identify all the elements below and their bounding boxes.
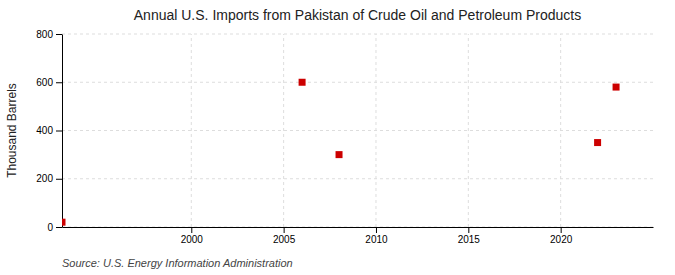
points	[62, 79, 620, 226]
y-grid-line	[62, 178, 653, 179]
x-axis: 2000 2005 2010 2015 2020	[63, 227, 654, 245]
y-tick: 0	[47, 222, 62, 233]
y-tick-label: 600	[36, 77, 53, 88]
x-tick: 2010	[365, 227, 388, 245]
x-tick-label: 2000	[181, 234, 204, 245]
x-tick-label: 2005	[273, 234, 296, 245]
point	[613, 84, 620, 91]
y-tick: 400	[36, 125, 62, 136]
x-grid-line	[283, 34, 284, 227]
x-tick-mark	[191, 227, 192, 233]
y-grid-line	[62, 82, 653, 83]
y-tick-mark	[56, 179, 62, 180]
point	[336, 151, 343, 158]
x-tick: 2005	[273, 227, 296, 245]
x-tick: 2015	[458, 227, 481, 245]
x-grid-line	[468, 34, 469, 227]
y-tick-label: 800	[36, 29, 53, 40]
point	[62, 219, 66, 226]
y-grid-line	[62, 34, 653, 35]
y-tick-label: 400	[36, 125, 53, 136]
y-tick-mark	[56, 82, 62, 83]
annotation: Source: U.S. Energy Information Administ…	[62, 257, 293, 269]
y-tick-mark	[56, 131, 62, 132]
y-axis-title: Thousand Barrels	[5, 83, 19, 178]
y-axis: 0 200 400 600 800	[36, 29, 62, 233]
y-grid-line	[62, 227, 653, 228]
x-tick-label: 2010	[365, 234, 388, 245]
grid	[62, 34, 653, 227]
y-tick-label: 200	[36, 173, 53, 184]
y-axis-line	[62, 35, 63, 228]
y-tick-mark	[56, 34, 62, 35]
point	[594, 139, 601, 146]
y-tick-label: 0	[47, 222, 53, 233]
x-tick: 2020	[550, 227, 573, 245]
x-tick: 2000	[181, 227, 204, 245]
x-tick-mark	[376, 227, 377, 233]
x-axis-line	[63, 227, 654, 228]
y-tick: 200	[36, 173, 62, 184]
y-tick: 800	[36, 29, 62, 40]
y-tick: 600	[36, 77, 62, 88]
x-tick-mark	[561, 227, 562, 233]
x-tick-label: 2020	[550, 234, 573, 245]
y-tick-mark	[56, 227, 62, 228]
point	[299, 79, 306, 86]
chart: 2000 2005 2010 2015 2020 0 200 400 600 800 Annual …	[0, 0, 675, 275]
x-tick-mark	[284, 227, 285, 233]
x-tick-mark	[468, 227, 469, 233]
x-tick-label: 2015	[458, 234, 481, 245]
title: Annual U.S. Imports from Pakistan of Cru…	[134, 7, 581, 23]
y-grid-line	[62, 130, 653, 131]
